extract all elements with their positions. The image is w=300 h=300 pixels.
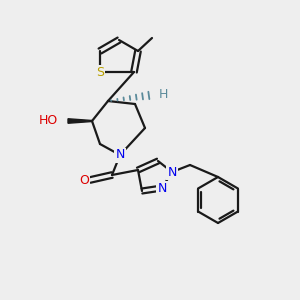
Polygon shape xyxy=(68,119,92,123)
Text: O: O xyxy=(79,173,89,187)
Text: N: N xyxy=(157,182,167,194)
Text: H: H xyxy=(159,88,168,101)
Text: S: S xyxy=(96,65,104,79)
Text: HO: HO xyxy=(39,115,58,128)
Text: N: N xyxy=(167,166,177,178)
Text: N: N xyxy=(115,148,125,161)
